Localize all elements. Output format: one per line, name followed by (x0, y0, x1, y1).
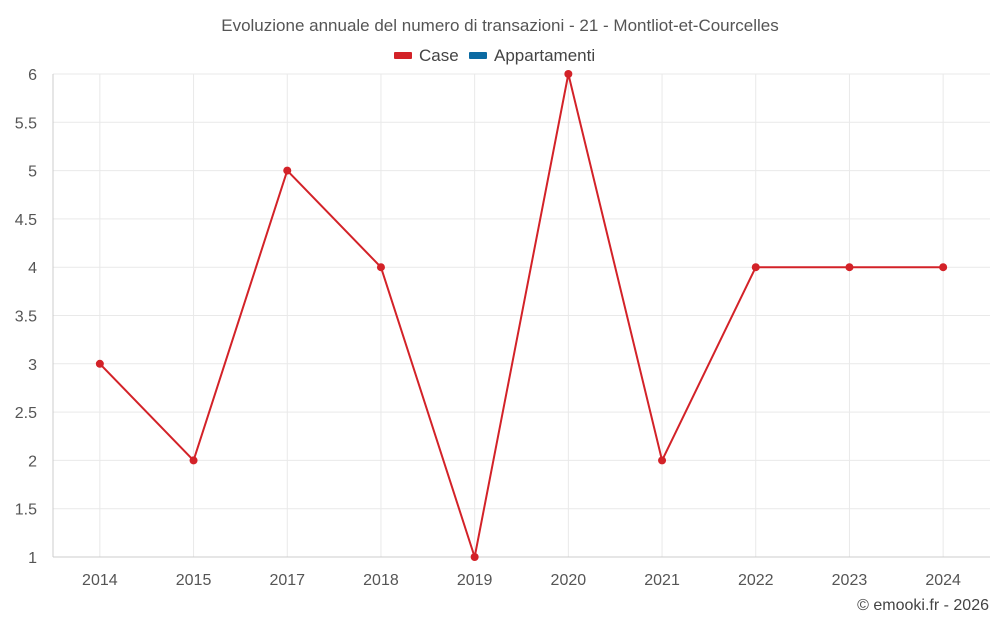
legend-swatch-case (394, 52, 412, 59)
series-line-case (99, 73, 944, 558)
x-tick-label: 2017 (269, 572, 305, 589)
axes: 1 1.5 2 2.5 3 3.5 4 4.5 5 5.5 6 2014 2015 2017 2018 201… (15, 67, 990, 589)
legend: Case Appartamenti (394, 46, 595, 65)
data-point-2021[interactable] (658, 456, 667, 465)
data-point-2014[interactable] (95, 359, 104, 368)
y-tick-label: 5 (28, 164, 37, 181)
data-point-2019[interactable] (470, 553, 479, 561)
data-point-2015[interactable] (189, 456, 198, 465)
y-tick-label: 4 (28, 260, 37, 277)
legend-item-appartamenti[interactable]: Appartamenti (469, 46, 595, 65)
legend-item-case[interactable]: Case (394, 46, 459, 65)
data-point-2022[interactable] (751, 263, 760, 272)
y-tick-label: 3.5 (15, 309, 37, 326)
x-tick-label: 2024 (925, 572, 961, 589)
data-point-2024[interactable] (939, 263, 948, 272)
x-tick-label: 2014 (82, 572, 118, 589)
x-tick-label: 2020 (551, 572, 587, 589)
data-point-2018[interactable] (376, 263, 385, 272)
x-tick-label: 2019 (457, 572, 493, 589)
legend-swatch-appartamenti (469, 52, 487, 59)
y-tick-label: 6 (28, 67, 37, 84)
data-point-2023[interactable] (845, 263, 854, 272)
x-tick-label: 2015 (176, 572, 212, 589)
x-tick-label: 2022 (738, 572, 774, 589)
legend-label-appartamenti: Appartamenti (494, 46, 595, 65)
x-tick-label: 2018 (363, 572, 399, 589)
data-point-2020[interactable] (564, 70, 573, 78)
y-tick-label: 2.5 (15, 405, 37, 422)
y-tick-label: 4.5 (15, 212, 37, 229)
data-point-2017[interactable] (283, 166, 292, 175)
credit-text: © emooki.fr - 2026 (857, 597, 989, 614)
y-tick-label: 1.5 (15, 502, 37, 519)
y-tick-label: 3 (28, 357, 37, 374)
y-tick-label: 2 (28, 453, 37, 470)
chart-title: Evoluzione annuale del numero di transaz… (221, 16, 779, 35)
series-layer (95, 70, 948, 561)
y-tick-label: 5.5 (15, 115, 37, 132)
x-tick-label: 2023 (832, 572, 868, 589)
x-tick-label: 2021 (644, 572, 680, 589)
y-tick-label: 1 (28, 550, 37, 567)
legend-label-case: Case (419, 46, 459, 65)
